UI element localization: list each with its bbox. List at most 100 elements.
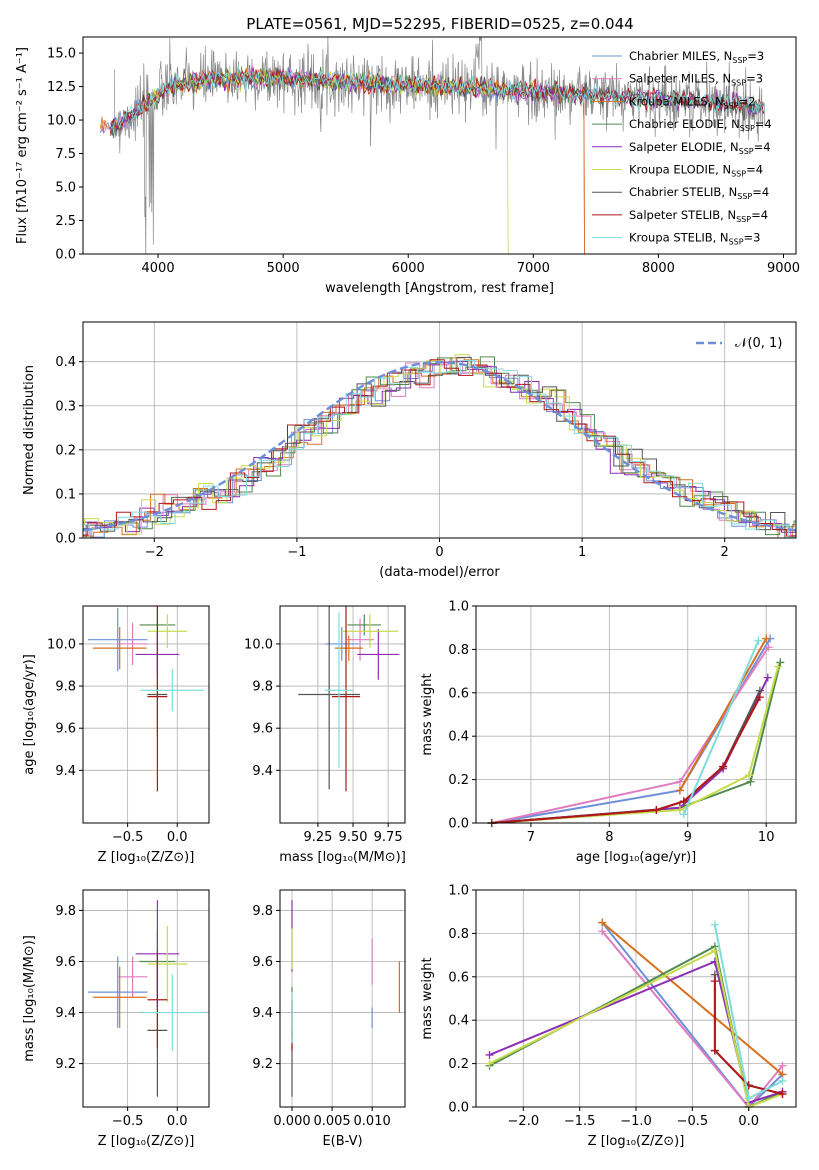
x-tick-label: 0.0 xyxy=(738,1114,759,1129)
legend-subscript: SSP xyxy=(737,192,752,201)
x-tick-label: 9000 xyxy=(767,261,800,276)
y-tick-label: 0.0 xyxy=(55,532,76,547)
y-tick-label: 9.4 xyxy=(55,1006,76,1021)
plot-panels: 4000 5000 6000 7000 8000 90000.02.55.07.510.0… xyxy=(15,36,800,1149)
y-tick-label: 10.0 xyxy=(47,114,76,129)
y-tick-label: 10.0 xyxy=(47,637,76,652)
x-tick-label: 7000 xyxy=(517,261,550,276)
hist-chabrier-elodie xyxy=(83,356,796,536)
chart-age-vs-mass: 9.25 9.50 9.75 9.4 9.6 9.8 10.0 mass [log₁₀(M/M… xyxy=(244,605,406,865)
x-tick-label: −2 xyxy=(145,545,164,560)
legend-nssp: =4 xyxy=(755,117,772,131)
y-tick-label: 7.5 xyxy=(55,147,76,162)
axes-frame xyxy=(82,605,210,824)
gaussian-reference xyxy=(83,360,796,532)
x-tick-label: −0.5 xyxy=(112,1114,144,1129)
weight-marker-salpeter-stelib xyxy=(755,693,764,702)
chart-residuals: −2 −1 0 1 2 0.0 0.1 0.2 0.3 0.4 (data-model)/error… xyxy=(22,321,797,580)
x-tick-label: 7 xyxy=(527,830,535,845)
weight-lines xyxy=(487,634,785,827)
y-tick-label: 12.5 xyxy=(47,80,76,95)
y-tick-label: 9.6 xyxy=(55,955,76,970)
legend-subscript: SSP xyxy=(740,124,755,133)
legend-subscript: SSP xyxy=(732,56,747,65)
x-tick-label: 4000 xyxy=(142,261,175,276)
legend-subscript: SSP xyxy=(731,79,746,88)
x-tick-label: 0.0 xyxy=(167,1114,188,1129)
hist-kroupa-elodie xyxy=(83,354,796,535)
weight-marker-kroupa-miles xyxy=(598,918,607,927)
weight-marker-salpeter-stelib xyxy=(710,977,719,986)
x-tick-label: 9.50 xyxy=(339,830,368,845)
y-tick-label: 0.6 xyxy=(448,686,469,701)
weight-line-kroupa-stelib xyxy=(682,640,760,815)
y-tick-label: 2.5 xyxy=(55,214,76,229)
x-axis-label: mass [log₁₀(M/M⊙)] xyxy=(279,850,406,865)
legend-label-kroupa-miles: Kroupa MILES, NSSP=2 xyxy=(629,94,755,110)
x-axis-label: Z [log₁₀(Z/Z⊙)] xyxy=(98,1134,195,1149)
y-tick-label: 9.6 xyxy=(252,722,273,737)
x-tick-label: 0.0 xyxy=(167,830,188,845)
weight-marker-kroupa-stelib xyxy=(679,810,688,819)
legend-nssp: =3 xyxy=(746,72,763,86)
spectrum-lines xyxy=(100,37,766,254)
y-tick-label: 0.2 xyxy=(448,1057,469,1072)
weight-line-chabrier-miles xyxy=(491,637,771,824)
y-tick-label: 9.8 xyxy=(55,680,76,695)
y-tick-label: 9.4 xyxy=(252,764,273,779)
y-tick-label: 0.8 xyxy=(448,643,469,658)
weight-marker-kroupa-stelib xyxy=(778,1076,787,1085)
y-tick-label: 9.2 xyxy=(55,1057,76,1072)
x-tick-label: −0.5 xyxy=(112,830,144,845)
weight-marker-chabrier-elodie xyxy=(746,777,755,786)
chart-mass-vs-Z: −0.5 0.0 9.2 9.4 9.6 9.8 Z [log₁₀(Z/Z⊙)] mass [… xyxy=(22,889,210,1149)
y-tick-label: 9.6 xyxy=(55,722,76,737)
legend-nssp: =4 xyxy=(752,185,769,199)
chart-mass-vs-ebv: 0.000 0.005 0.010 9.2 9.4 9.6 9.8 E(B-V) xyxy=(252,889,406,1149)
y-axis-label: Normed distribution xyxy=(22,365,37,495)
x-tick-label: 9.75 xyxy=(374,830,403,845)
x-tick-label: 1 xyxy=(578,545,586,560)
weight-marker-salpeter-stelib xyxy=(719,762,728,771)
x-tick-label: 5000 xyxy=(267,261,300,276)
weight-marker-salpeter-stelib xyxy=(710,1046,719,1055)
x-tick-label: −1.0 xyxy=(620,1114,652,1129)
weight-marker-kroupa-elodie xyxy=(744,771,753,780)
legend-label-chabrier-stelib: Chabrier STELIB, NSSP=4 xyxy=(629,185,769,201)
weight-marker-salpeter-miles xyxy=(778,1061,787,1070)
x-axis-label: Z [log₁₀(Z/Z⊙)] xyxy=(98,850,195,865)
legend-label-chabrier-elodie: Chabrier ELODIE, NSSP=4 xyxy=(629,117,772,133)
x-tick-label: 9.25 xyxy=(303,830,332,845)
axes-frame xyxy=(279,889,406,1108)
y-tick-label: 0.4 xyxy=(448,1014,469,1029)
legend-nssp: =4 xyxy=(746,163,763,177)
legend-label-chabrier-miles: Chabrier MILES, NSSP=3 xyxy=(629,49,764,65)
y-tick-label: 0.2 xyxy=(55,443,76,458)
legend-subscript: SSP xyxy=(736,215,751,224)
y-tick-label: 0.4 xyxy=(55,355,76,370)
legend-label-salpeter-stelib: Salpeter STELIB, NSSP=4 xyxy=(629,208,768,224)
y-tick-label: 9.2 xyxy=(252,1057,273,1072)
y-tick-label: 0.0 xyxy=(448,1101,469,1116)
y-tick-label: 1.0 xyxy=(448,884,469,899)
hist-kroupa-miles xyxy=(83,357,796,538)
y-axis-label: mass weight xyxy=(420,957,435,1039)
chart-spectrum: 4000 5000 6000 7000 8000 9000 0.0 2.5 5.0 7.5 10.0… xyxy=(15,36,800,296)
x-tick-label: 8 xyxy=(605,830,613,845)
weight-line-kroupa-elodie xyxy=(489,949,783,1109)
y-tick-label: 1.0 xyxy=(448,600,469,615)
x-tick-label: 0.005 xyxy=(313,1114,350,1129)
y-tick-label: 15.0 xyxy=(47,47,76,62)
x-axis-label: Z [log₁₀(Z/Z⊙)] xyxy=(588,1134,685,1149)
x-tick-label: −1.5 xyxy=(564,1114,596,1129)
weight-line-salpeter-stelib xyxy=(491,696,761,824)
y-tick-label: 0.1 xyxy=(55,487,76,502)
errorbars xyxy=(298,606,400,792)
weight-marker-kroupa-elodie xyxy=(675,805,684,814)
legend-label-salpeter-miles: Salpeter MILES, NSSP=3 xyxy=(629,72,763,88)
weight-marker-salpeter-elodie xyxy=(485,1050,494,1059)
histograms xyxy=(83,354,796,538)
legend-nssp: =4 xyxy=(751,208,768,222)
legend-nssp: =3 xyxy=(747,49,764,63)
